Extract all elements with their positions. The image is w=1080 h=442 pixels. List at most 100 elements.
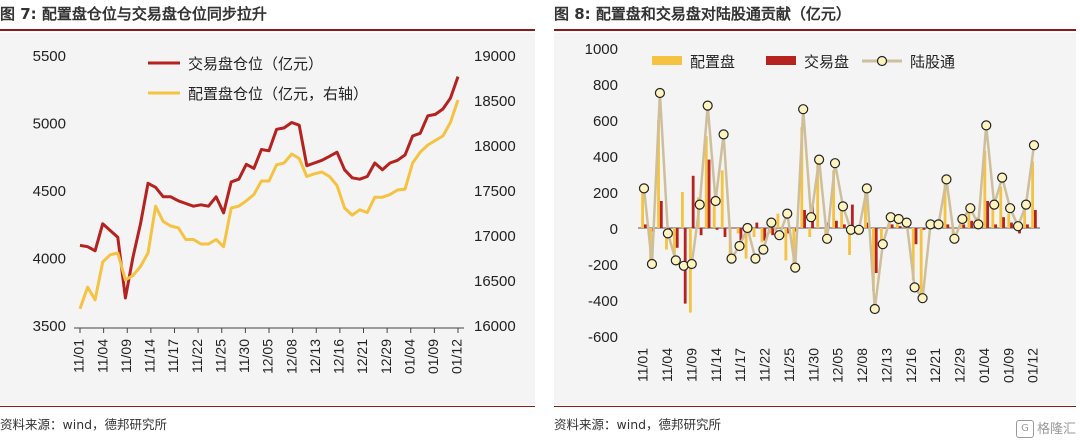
left-title-text: 配置盘仓位与交易盘仓位同步拉升 <box>41 5 267 23</box>
allocation-bar <box>967 211 971 228</box>
right-y-tick-label: 17500 <box>474 183 516 200</box>
allocation-bar <box>991 206 995 228</box>
trading-bar <box>731 228 735 229</box>
allocation-bar <box>784 228 788 261</box>
northbound-marker <box>654 87 666 99</box>
trading-bar <box>1002 217 1005 228</box>
northbound-marker <box>1028 140 1040 151</box>
trading-bar <box>723 228 727 237</box>
northbound-marker <box>774 230 785 241</box>
allocation-bar <box>760 228 764 243</box>
trading-bar <box>699 228 703 236</box>
northbound-marker <box>901 217 912 228</box>
allocation-bar <box>712 201 716 228</box>
allocation-bar <box>800 127 804 228</box>
northbound-marker <box>829 158 841 169</box>
northbound-marker <box>686 258 697 270</box>
northbound-marker <box>949 233 960 244</box>
northbound-marker <box>941 174 952 185</box>
allocation-bar <box>744 228 748 259</box>
x-tick-label: 11/01 <box>71 339 87 373</box>
trading-bar <box>675 228 679 248</box>
x-tick-label: 11/22 <box>757 348 773 382</box>
allocation-bar <box>999 186 1003 228</box>
trading-bar <box>1034 210 1037 228</box>
trading-bar <box>954 228 958 229</box>
northbound-marker <box>646 258 658 270</box>
northbound-marker <box>742 222 753 234</box>
trading-bar <box>659 201 663 228</box>
x-tick-label: 11/30 <box>805 348 821 382</box>
northbound-marker <box>694 199 705 210</box>
allocation-bar <box>704 136 708 228</box>
x-tick-label: 11/01 <box>635 348 651 382</box>
allocation-bar <box>872 228 875 291</box>
trading-bar <box>842 224 846 228</box>
x-tick-label: 12/05 <box>830 348 846 383</box>
allocation-bar <box>983 150 987 228</box>
left-plot-background <box>0 33 535 405</box>
allocation-bar <box>673 228 676 264</box>
x-tick-label: 11/17 <box>732 348 748 382</box>
y-tick-label: 400 <box>593 149 618 166</box>
watermark-text: 格隆汇 <box>1036 421 1076 437</box>
allocation-bar <box>832 170 836 228</box>
northbound-marker <box>766 217 777 228</box>
x-tick-label: 11/25 <box>781 348 797 382</box>
legend-label: 配置盘 <box>690 53 735 71</box>
trading-bar <box>1010 222 1013 228</box>
trading-bar <box>994 224 998 228</box>
trading-bar <box>922 228 926 230</box>
northbound-marker <box>782 208 793 219</box>
left-y-tick-label: 3500 <box>33 318 66 335</box>
northbound-marker <box>670 255 681 266</box>
x-tick-label: 12/08 <box>283 339 299 374</box>
allocation-bar <box>688 228 692 313</box>
northbound-marker <box>1012 221 1024 232</box>
northbound-marker <box>965 203 976 214</box>
legend-swatch <box>652 56 682 65</box>
trading-bar <box>739 228 743 241</box>
x-tick-label: 11/04 <box>94 339 110 373</box>
x-tick-label: 11/09 <box>683 348 699 382</box>
x-tick-label: 12/05 <box>260 339 276 374</box>
y-tick-label: 600 <box>593 113 618 130</box>
northbound-marker <box>917 293 928 304</box>
trading-bar <box>763 228 767 241</box>
right-source-note: 资料来源：wind，德邦研究所 <box>554 417 722 432</box>
x-tick-label: 12/13 <box>878 348 894 383</box>
northbound-marker <box>710 195 721 207</box>
left-y-tick-label: 5500 <box>33 48 66 65</box>
y-tick-label: 200 <box>593 185 618 202</box>
northbound-marker <box>837 201 849 212</box>
y-tick-label: -200 <box>588 257 618 274</box>
x-tick-label: 12/29 <box>952 348 968 383</box>
northbound-marker <box>821 233 833 244</box>
right-y-tick-label: 18500 <box>474 93 516 110</box>
allocation-bar <box>848 228 851 255</box>
legend-swatch <box>766 56 796 65</box>
northbound-marker <box>1005 203 1016 214</box>
allocation-bar <box>808 228 812 237</box>
trading-bar <box>835 220 838 228</box>
legend-label: 交易盘仓位（亿元） <box>188 55 323 73</box>
trading-bar <box>691 175 695 228</box>
northbound-marker <box>981 120 992 131</box>
northbound-marker <box>973 219 984 230</box>
allocation-bar <box>879 228 883 243</box>
northbound-marker <box>814 154 825 165</box>
northbound-marker <box>869 303 880 315</box>
allocation-bar <box>1007 213 1011 228</box>
allocation-bar <box>720 170 724 228</box>
x-tick-label: 12/08 <box>854 348 870 383</box>
trading-bar <box>803 210 806 228</box>
allocation-bar <box>816 163 820 228</box>
trading-bar <box>986 201 990 228</box>
left-chart: 3500 4000 4500 5000 5500 16000 16500 17000 17500… <box>33 48 516 374</box>
northbound-marker <box>861 183 872 194</box>
trading-bar <box>962 224 966 228</box>
right-y-tick-label: 18000 <box>474 138 516 155</box>
allocation-bar <box>911 228 915 281</box>
northbound-marker <box>933 219 944 230</box>
northbound-marker <box>758 244 769 255</box>
